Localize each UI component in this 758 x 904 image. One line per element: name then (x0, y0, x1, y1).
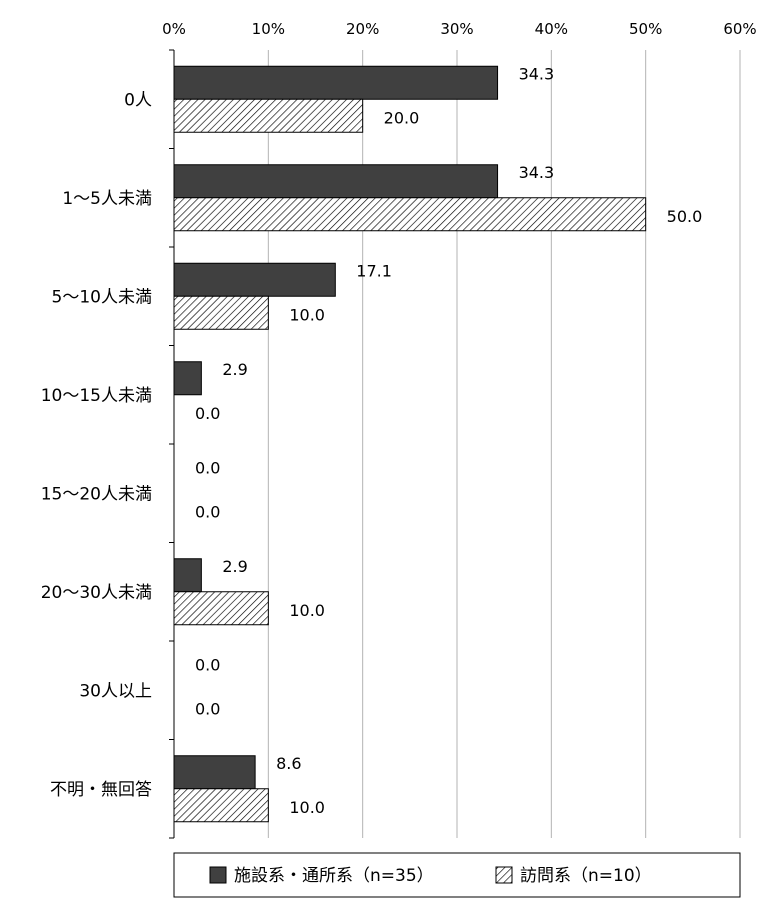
bar-facility (173, 65, 499, 100)
category-label: 15～20人未満 (41, 484, 152, 504)
legend-box (173, 852, 741, 898)
x-tick-label: 0% (162, 20, 186, 38)
category-label: 10～15人未満 (41, 386, 152, 406)
x-tick-label: 20% (346, 20, 379, 38)
bar-facility (173, 164, 499, 199)
category-label: 不明・無回答 (50, 780, 152, 800)
data-label: 8.6 (276, 754, 301, 773)
x-tick-label: 10% (252, 20, 285, 38)
bar-facility (173, 262, 336, 297)
data-label: 34.3 (519, 64, 555, 83)
data-label: 10.0 (289, 601, 325, 620)
x-axis-ticks: 0% 10% 20% 30% 40% 50% 60% (162, 20, 757, 38)
y-axis: 0人 1～5人未満 5～10人未満 10～15人未満 15～20人未満 20～30人未満 3… (41, 49, 175, 839)
data-label: 10.0 (289, 305, 325, 324)
bar-facility (173, 361, 202, 396)
category-label: 0人 (124, 90, 152, 110)
legend-label: 施設系・通所系（n=35） (234, 866, 434, 886)
data-label: 0.0 (195, 699, 220, 718)
category-label: 20～30人未満 (41, 583, 152, 603)
data-label: 0.0 (195, 458, 220, 477)
data-label: 50.0 (667, 207, 703, 226)
category-label: 1～5人未満 (62, 189, 152, 209)
data-label: 34.3 (519, 163, 555, 182)
bar-visit (173, 197, 647, 232)
x-tick-label: 60% (723, 20, 756, 38)
bar-visit (173, 788, 269, 823)
data-label: 2.9 (222, 557, 247, 576)
legend-label: 訪問系（n=10） (520, 866, 652, 886)
legend-swatch-facility (209, 866, 227, 884)
legend: 施設系・通所系（n=35） 訪問系（n=10） (173, 852, 741, 898)
bar-facility (173, 558, 202, 593)
category-label: 30人以上 (79, 681, 152, 701)
bars (173, 65, 647, 823)
data-label: 20.0 (384, 108, 420, 127)
data-label: 2.9 (222, 360, 247, 379)
data-label: 17.1 (356, 261, 392, 280)
data-label: 0.0 (195, 655, 220, 674)
bar-facility (173, 755, 256, 790)
legend-swatch-visit (495, 866, 513, 884)
data-label: 0.0 (195, 404, 220, 423)
bar-visit (173, 295, 269, 330)
bar-visit (173, 591, 269, 626)
data-labels: 34.3 20.0 34.3 50.0 17.1 10.0 2.9 0.0 0.0 0.0 2.9 1… (195, 64, 702, 817)
x-tick-label: 50% (629, 20, 662, 38)
x-tick-label: 40% (535, 20, 568, 38)
category-label: 5～10人未満 (52, 287, 152, 307)
x-tick-label: 30% (440, 20, 473, 38)
data-label: 0.0 (195, 502, 220, 521)
bar-visit (173, 98, 364, 133)
data-label: 10.0 (289, 798, 325, 817)
